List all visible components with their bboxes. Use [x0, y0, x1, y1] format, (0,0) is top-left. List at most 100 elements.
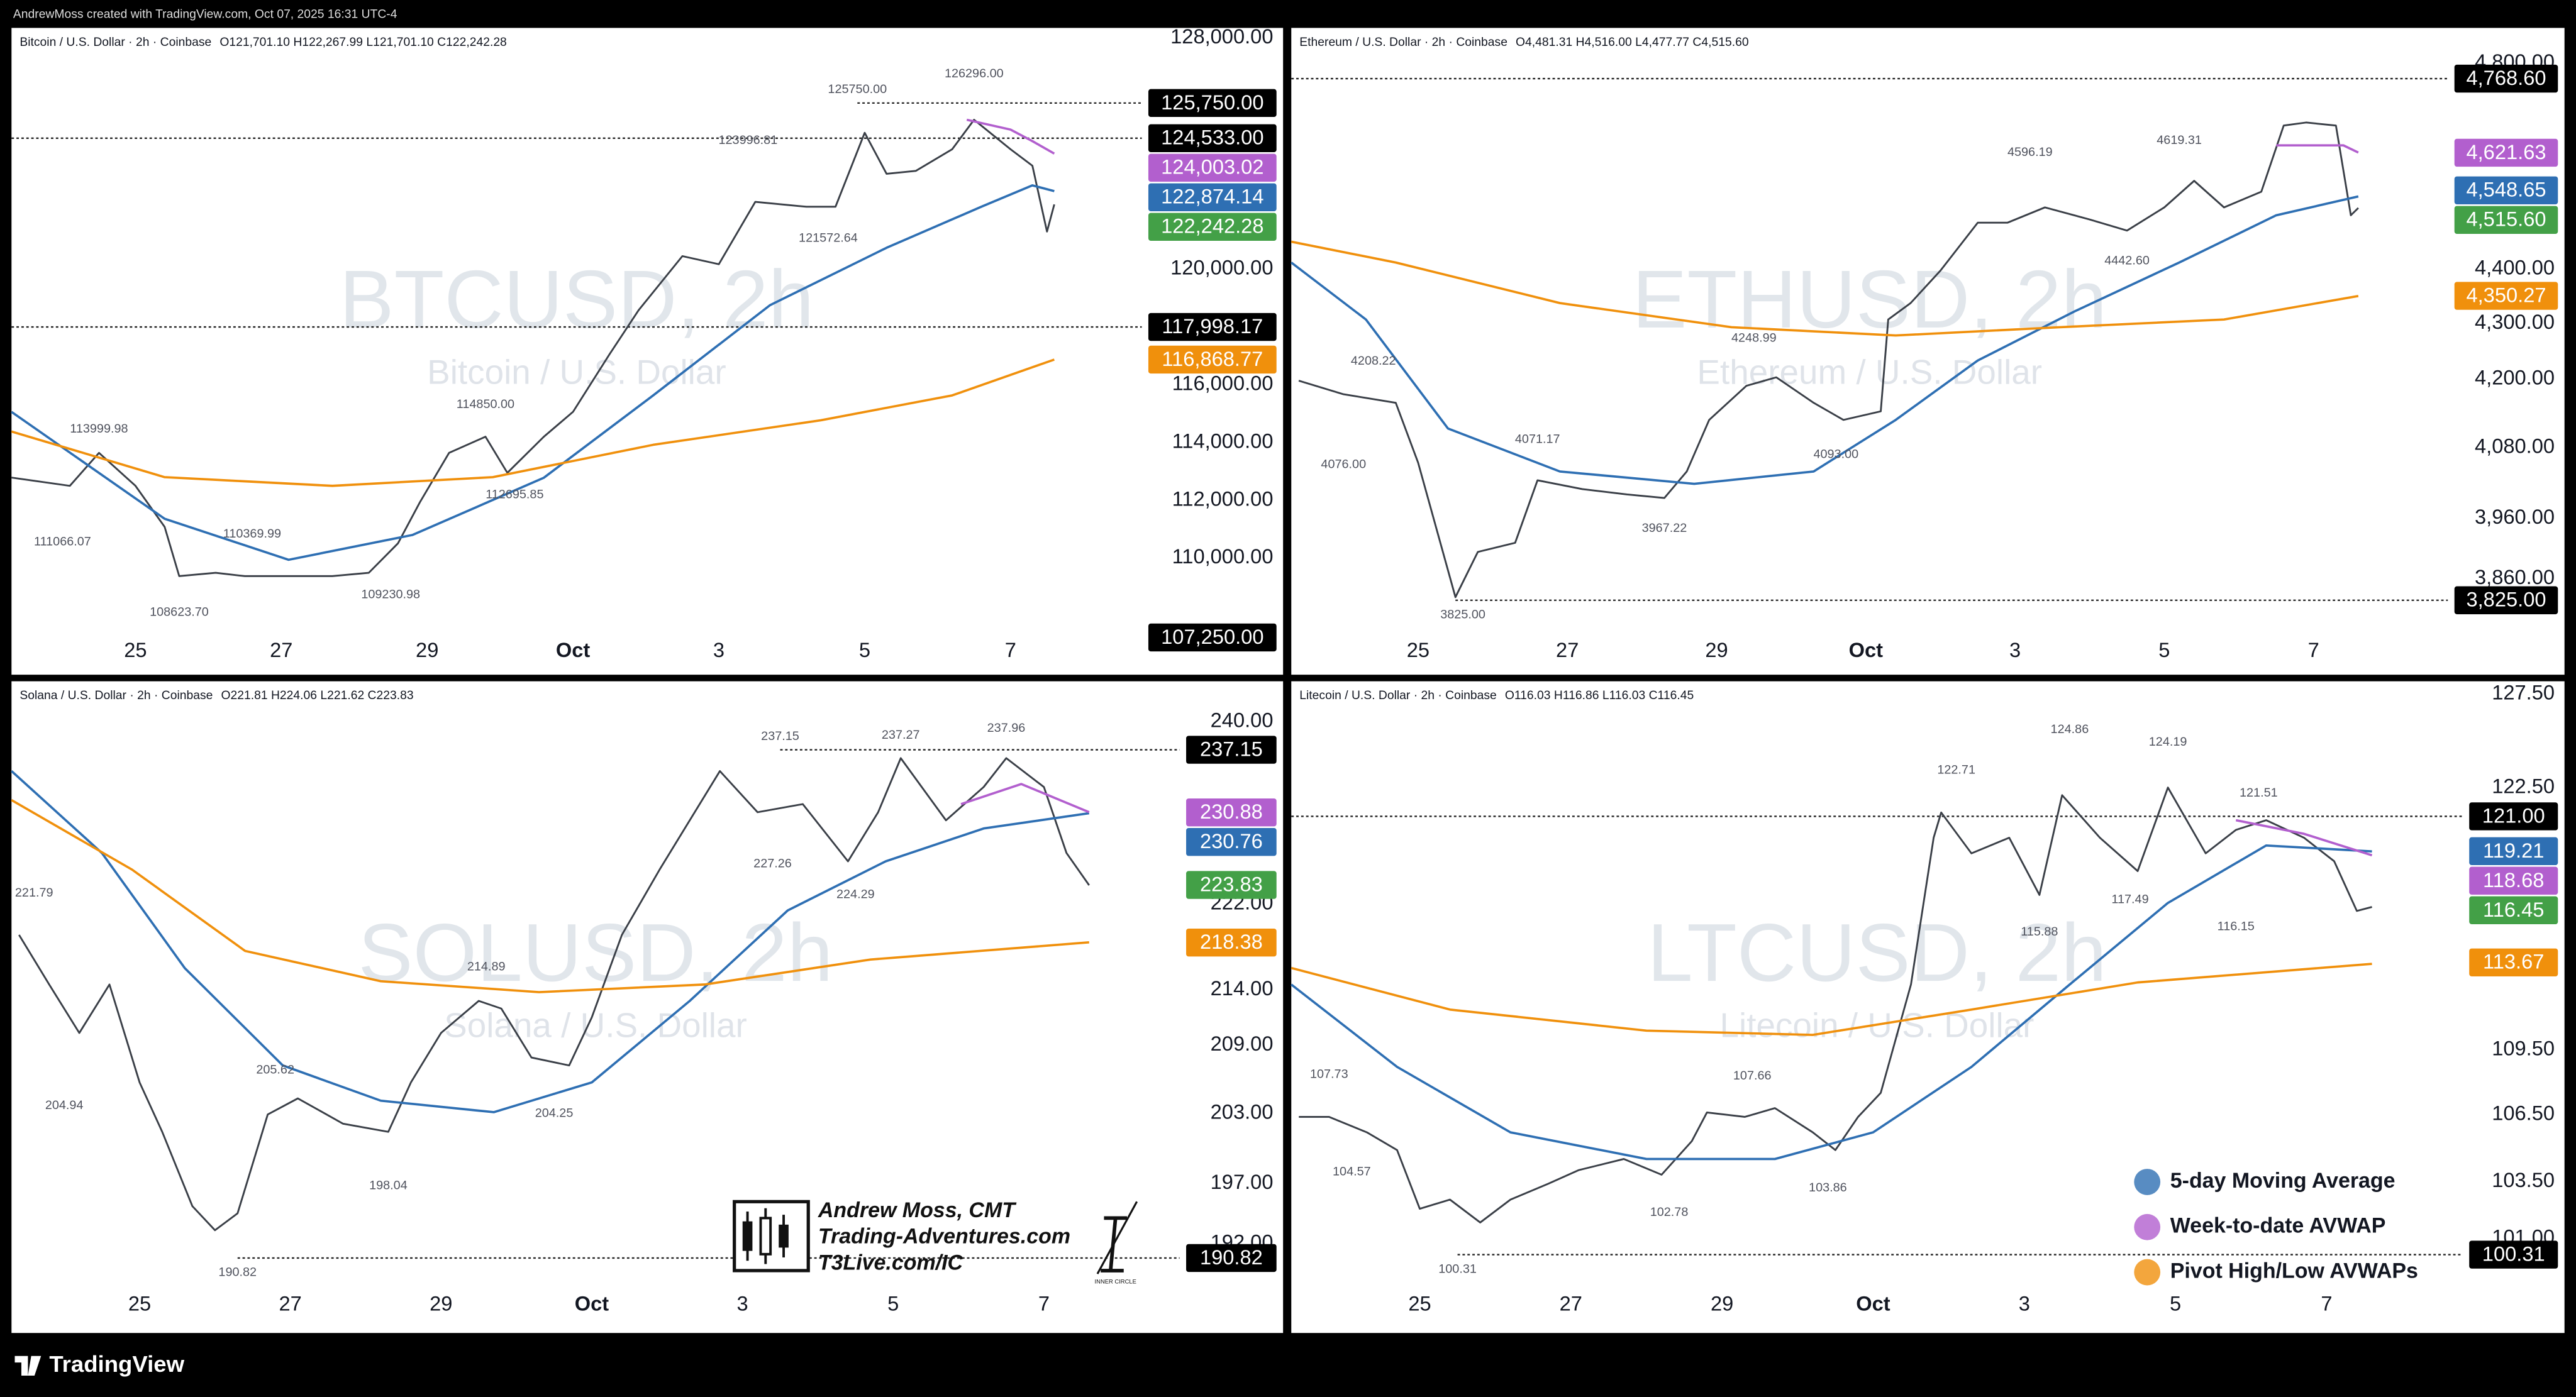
pen-icon [1096, 1201, 1138, 1274]
price-badge-label: 4,768.60 [2466, 66, 2546, 89]
price-badge [1148, 623, 1277, 652]
price-annotation: 122.71 [1937, 763, 1975, 777]
price-annotation: 3967.22 [1642, 521, 1687, 535]
price-annotation: 100.31 [1438, 1262, 1477, 1276]
y-tick-label: 120,000.00 [1170, 256, 1273, 279]
x-tick-label: 3 [2019, 1291, 2030, 1315]
y-tick-label: 4,200.00 [2475, 365, 2555, 389]
panel-ltc [1291, 681, 2565, 1334]
price-annotation: 190.82 [218, 1266, 257, 1279]
price-badge [1186, 871, 1277, 899]
price-annotation: 204.94 [45, 1098, 84, 1112]
y-tick-label: 4,400.00 [2475, 255, 2555, 279]
y-tick-label: 209.00 [1211, 1032, 1274, 1055]
price-annotation: 224.29 [836, 888, 875, 902]
price-badge-label: 230.88 [1200, 800, 1263, 823]
price-annotation: 107.66 [1733, 1069, 1772, 1083]
legend-label: Pivot High/Low AVWAPs [2170, 1259, 2418, 1283]
chart-ohlc: O121,701.10 H122,267.99 L121,701.10 C122… [219, 36, 506, 49]
chart-title: Bitcoin / U.S. Dollar · 2h · Coinbase [19, 36, 211, 49]
x-tick-label: 29 [1711, 1291, 1733, 1315]
indicator-line [11, 799, 1089, 993]
y-tick-label: 4,300.00 [2475, 310, 2555, 333]
price-badge-label: 116.45 [2483, 898, 2544, 921]
price-badge [1186, 827, 1277, 856]
price-badge-label: 223.83 [1200, 872, 1263, 895]
price-badge-label: 121.00 [2482, 803, 2545, 827]
price-badge [1148, 213, 1277, 241]
price-badge [1186, 929, 1277, 957]
price-badge [1148, 89, 1277, 118]
x-tick-label: Oct [1849, 638, 1884, 661]
x-tick-label: 27 [1556, 638, 1579, 661]
x-tick-label: 3 [2009, 638, 2021, 661]
legend-swatch [2134, 1169, 2161, 1195]
price-annotation: 237.27 [882, 728, 920, 742]
x-tick-label: 27 [1560, 1291, 1582, 1315]
price-badge-label: 4,515.60 [2466, 207, 2546, 231]
indicator-line [1291, 963, 2372, 1036]
price-badge [2454, 586, 2558, 614]
price-badge-label: 118.68 [2483, 868, 2544, 892]
price-badge-label: 4,548.65 [2466, 178, 2546, 201]
indicator-line [1291, 240, 2359, 337]
x-tick-label: 27 [279, 1291, 301, 1315]
price-badge [1186, 1244, 1277, 1273]
x-tick-label: 29 [1705, 638, 1728, 661]
price-line [1298, 121, 2359, 599]
price-line [18, 757, 1090, 1232]
x-tick-label: 7 [1038, 1291, 1050, 1315]
price-annotation: 116.15 [2218, 919, 2255, 933]
price-annotation: 125750.00 [828, 82, 887, 96]
price-annotation: 237.15 [761, 729, 799, 743]
x-tick-label: 3 [713, 638, 724, 661]
x-tick-label: Oct [1856, 1291, 1890, 1315]
price-annotation: 102.78 [1650, 1205, 1689, 1219]
price-badge [2454, 64, 2558, 93]
logo-candle [779, 1224, 789, 1248]
price-annotation: 198.04 [369, 1179, 408, 1193]
price-badge-label: 124,003.02 [1161, 155, 1263, 179]
price-badge [2454, 138, 2558, 167]
footer-logo [14, 1356, 42, 1376]
price-badge [2469, 802, 2558, 831]
indicator-line [960, 783, 1090, 814]
price-badge [2469, 1240, 2558, 1269]
indicator-line [966, 118, 1055, 155]
price-badge-label: 190.82 [1200, 1245, 1263, 1269]
price-badge-label: 230.76 [1200, 829, 1263, 853]
price-annotation: 109230.98 [361, 588, 420, 602]
y-tick-label: 127.50 [2492, 681, 2555, 704]
price-badge-label: 116,868.77 [1162, 347, 1263, 370]
price-badge-label: 125,750.00 [1161, 91, 1263, 114]
price-annotation: 214.89 [467, 959, 506, 973]
price-line [11, 119, 1055, 577]
y-tick-label: 128,000.00 [1170, 25, 1273, 48]
price-annotation: 121572.64 [799, 231, 858, 245]
price-badge [2469, 866, 2558, 895]
price-badge [1148, 183, 1277, 211]
price-badge-label: 117,998.17 [1162, 314, 1263, 338]
y-tick-label: 116,000.00 [1172, 372, 1274, 395]
price-annotation: 108623.70 [150, 605, 209, 619]
chart-ohlc: O4,481.31 H4,516.00 L4,477.77 C4,515.60 [1516, 36, 1749, 49]
chart-title: Solana / U.S. Dollar · 2h · Coinbase [19, 689, 213, 702]
y-tick-label: 4,080.00 [2475, 434, 2555, 458]
brand-name: Andrew Moss, CMT [818, 1198, 1017, 1222]
footer-brand: TradingView [49, 1351, 184, 1377]
price-annotation: 111066.07 [34, 534, 91, 548]
price-badge-label: 100.31 [2482, 1242, 2545, 1266]
price-annotation: 4076.00 [1321, 457, 1366, 471]
price-badge [2469, 948, 2558, 976]
price-badge-label: 122,242.28 [1161, 214, 1263, 238]
price-badge-label: 4,350.27 [2466, 284, 2546, 307]
price-annotation: 103.86 [1809, 1181, 1847, 1195]
price-annotation: 4071.17 [1515, 432, 1560, 446]
watermark: LTCUSD, 2h [1647, 907, 2107, 998]
x-tick-label: 5 [859, 638, 870, 661]
indicator-line [11, 184, 1055, 561]
y-tick-label: 214.00 [1211, 976, 1274, 1000]
x-tick-label: 25 [128, 1291, 151, 1315]
